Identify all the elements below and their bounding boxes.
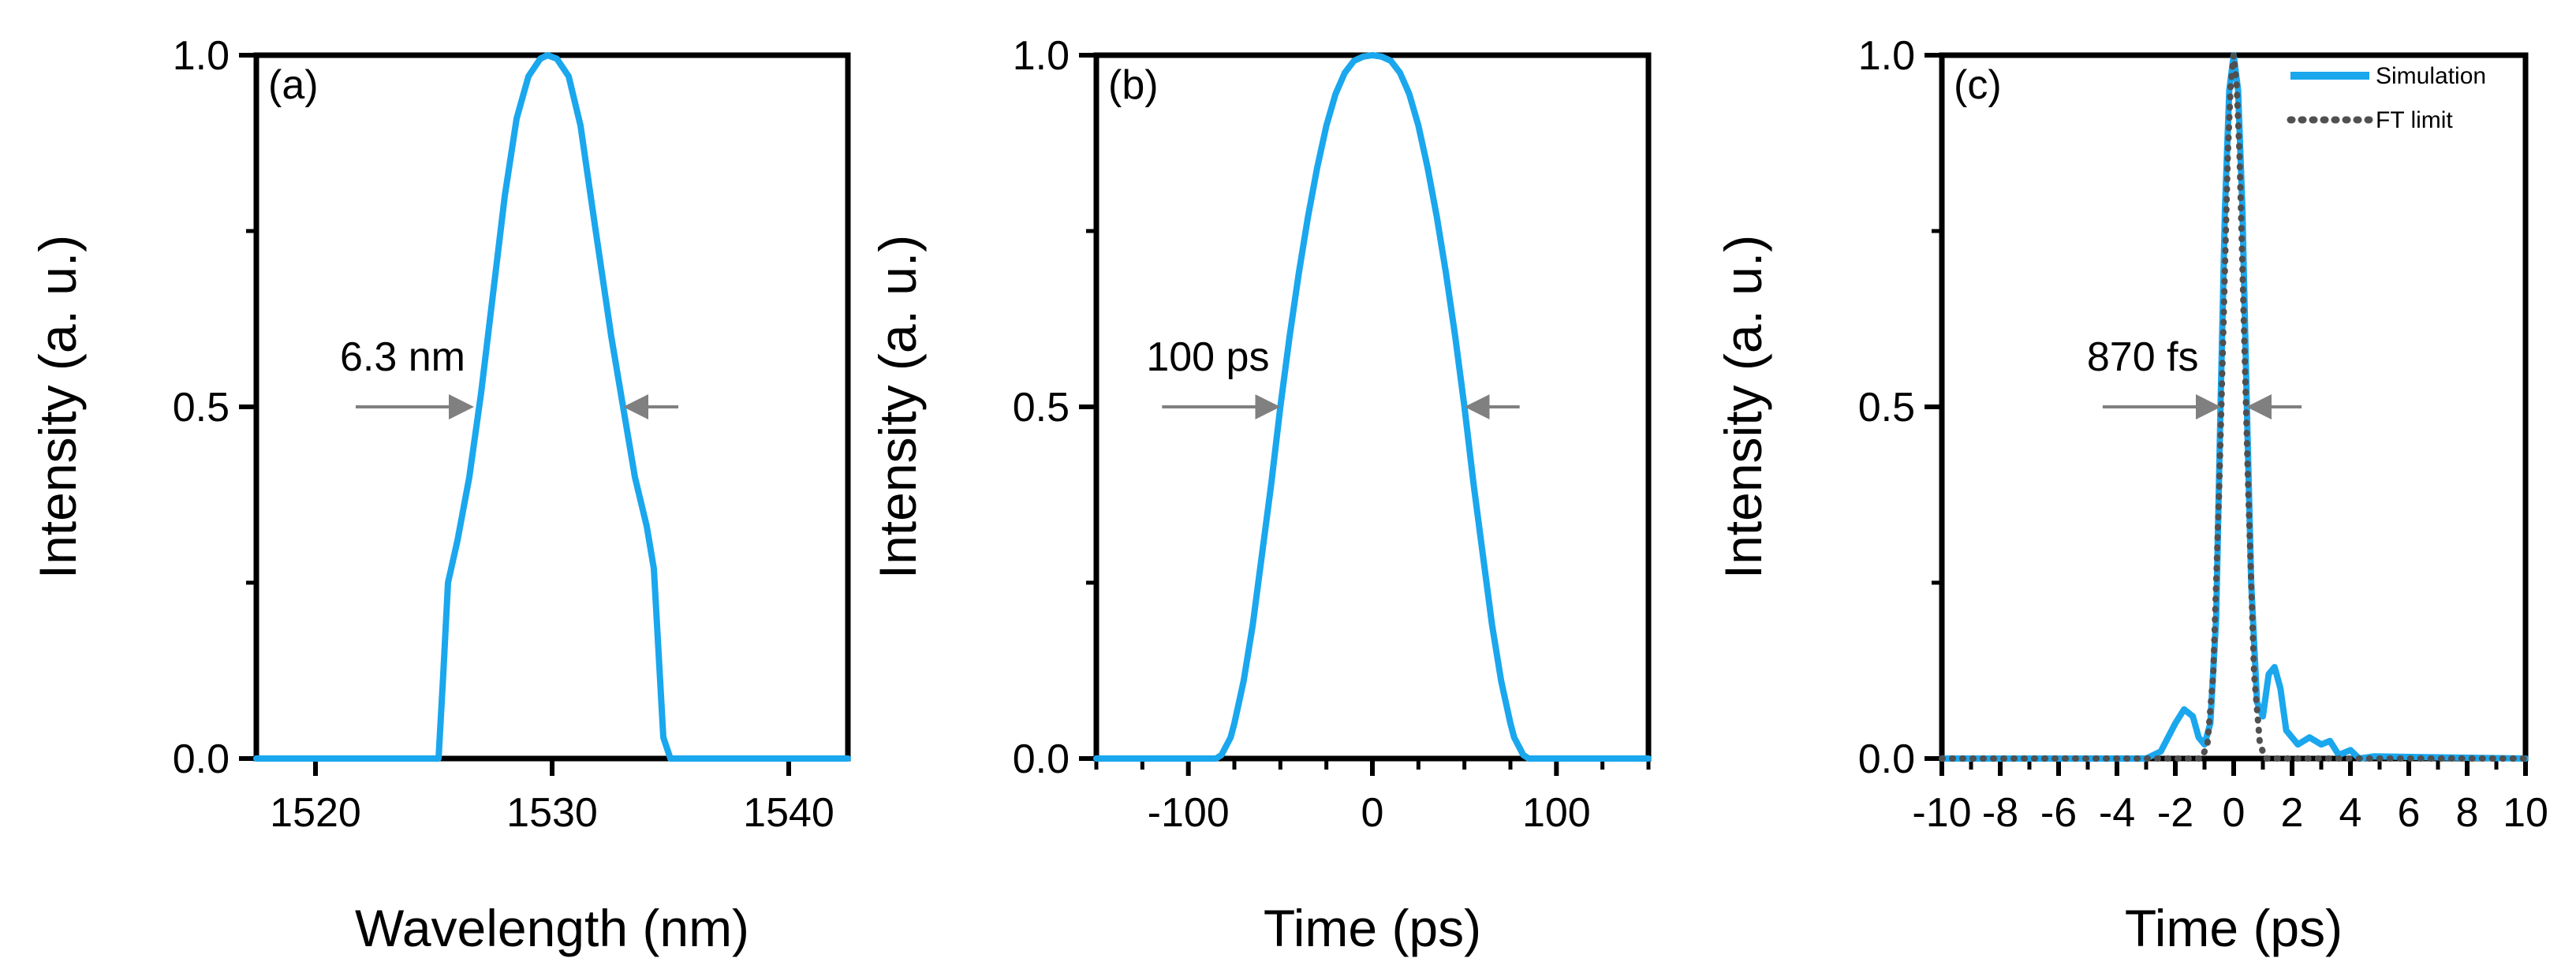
panel-label-a: (a) [268, 62, 319, 108]
x-tick-label: 6 [2398, 790, 2421, 836]
x-tick-label: -4 [2099, 790, 2135, 836]
x-tick-label: 4 [2339, 790, 2362, 836]
x-tick-label: 1520 [270, 790, 361, 836]
series-line-simulation [1939, 52, 2529, 762]
x-tick-label: 8 [2456, 790, 2479, 836]
series-line-ft-limit [1939, 52, 2529, 762]
panel-b: 0.00.51.0 -100 0 100 100 ps (b) Time (ps) … [868, 33, 1652, 957]
x-ticks-a: 1520 1530 1540 [270, 759, 834, 836]
plot-frame-a [253, 52, 851, 762]
x-axis-title-a: Wavelength (nm) [355, 899, 749, 957]
fwhm-label: 100 ps [1146, 334, 1269, 380]
y-tick-label: 0.0 [173, 736, 230, 782]
y-tick-label: 0.5 [173, 385, 230, 431]
panel-c: 0.00.51.0 -10 -8 -6 -4 -2 0 2 4 6 8 10 870 fs (c) … [1714, 33, 2548, 957]
y-tick-label: 0.5 [1013, 385, 1070, 431]
plot-frame-c [1939, 52, 2529, 762]
x-axis-title-c: Time (ps) [2125, 899, 2343, 957]
legend-label-simulation: Simulation [2376, 63, 2486, 89]
y-axis-title-b: Intensity (a. u.) [868, 235, 927, 580]
y-axis-title-c: Intensity (a. u.) [1714, 235, 1772, 580]
y-tick-label: 1.0 [173, 33, 230, 79]
series-line-simulation [1093, 52, 1652, 762]
x-tick-label: 1530 [506, 790, 598, 836]
fwhm-label: 870 fs [2087, 334, 2199, 380]
y-tick-label: 0.0 [1013, 736, 1070, 782]
x-tick-label: -100 [1148, 790, 1230, 836]
panel-label-c: (c) [1954, 62, 2002, 108]
series-c [1939, 52, 2529, 762]
panel-label-b: (b) [1108, 62, 1159, 108]
y-axis-title-a: Intensity (a. u.) [28, 235, 87, 580]
x-tick-label: 2 [2281, 790, 2304, 836]
y-ticks-a: 0.0 0.5 1.0 [173, 33, 256, 782]
y-tick-label: 1.0 [1013, 33, 1070, 79]
y-tick-label: 0.5 [1858, 385, 1915, 431]
x-ticks-b: -100 0 100 [1094, 759, 1651, 836]
legend: Simulation FT limit [2287, 63, 2486, 133]
x-tick-label: 0 [1361, 790, 1384, 836]
series-line-simulation [253, 52, 851, 762]
series-b [1093, 52, 1652, 762]
series-a [253, 52, 851, 762]
x-ticks-c: -10 -8 -6 -4 -2 0 2 4 6 8 10 [1912, 759, 2548, 836]
x-tick-label: -2 [2157, 790, 2193, 836]
legend-label-ft-limit: FT limit [2376, 107, 2453, 133]
x-tick-label: -10 [1912, 790, 1971, 836]
fwhm-label: 6.3 nm [340, 334, 465, 380]
x-tick-label: 10 [2503, 790, 2548, 836]
annotation-b: 100 ps [1146, 334, 1520, 419]
y-tick-label: 1.0 [1858, 33, 1915, 79]
x-axis-title-b: Time (ps) [1264, 899, 1481, 957]
x-tick-label: 100 [1522, 790, 1591, 836]
y-ticks-b: 0.0 0.5 1.0 [1013, 33, 1096, 782]
x-tick-label: -8 [1982, 790, 2018, 836]
x-tick-label: 1540 [743, 790, 834, 836]
x-tick-label: 0 [2223, 790, 2246, 836]
x-tick-label: -6 [2040, 790, 2077, 836]
annotation-c: 870 fs [2087, 334, 2302, 419]
annotation-a: 6.3 nm [340, 334, 678, 419]
y-tick-label: 0.0 [1858, 736, 1915, 782]
y-ticks-c: 0.0 0.5 1.0 [1858, 33, 1942, 782]
panel-a: 0.0 0.5 1.0 1520 1530 1540 6.3 nm (a) Wavele… [28, 33, 851, 957]
